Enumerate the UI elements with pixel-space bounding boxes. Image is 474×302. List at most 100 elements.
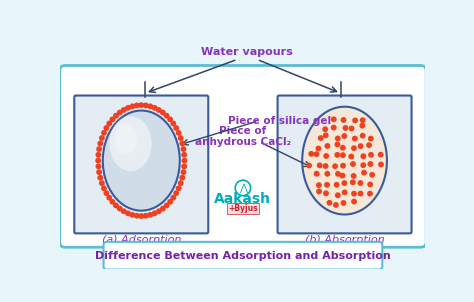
- Circle shape: [367, 161, 374, 167]
- Ellipse shape: [302, 107, 387, 214]
- Circle shape: [332, 163, 338, 169]
- Text: (b) Absorption: (b) Absorption: [305, 235, 384, 245]
- Circle shape: [367, 191, 373, 197]
- Circle shape: [147, 212, 153, 218]
- Circle shape: [182, 158, 187, 163]
- Circle shape: [378, 152, 383, 158]
- FancyBboxPatch shape: [74, 95, 208, 233]
- Circle shape: [178, 180, 183, 186]
- Circle shape: [348, 154, 354, 159]
- Circle shape: [179, 175, 185, 181]
- Circle shape: [357, 180, 364, 186]
- Circle shape: [156, 107, 162, 113]
- Circle shape: [350, 161, 356, 167]
- Circle shape: [316, 188, 322, 194]
- Circle shape: [357, 191, 364, 197]
- Circle shape: [331, 125, 337, 130]
- Ellipse shape: [114, 124, 137, 154]
- Circle shape: [369, 172, 375, 178]
- Circle shape: [335, 136, 341, 141]
- Text: Aakash: Aakash: [214, 192, 272, 207]
- Circle shape: [171, 120, 176, 127]
- Circle shape: [327, 200, 332, 206]
- Circle shape: [343, 125, 348, 131]
- Circle shape: [339, 173, 346, 178]
- Text: Piece of
anhydrous CaCl₂: Piece of anhydrous CaCl₂: [195, 126, 291, 147]
- Circle shape: [121, 107, 127, 113]
- Circle shape: [113, 203, 119, 208]
- Circle shape: [167, 117, 173, 122]
- Circle shape: [173, 190, 179, 196]
- Circle shape: [352, 136, 358, 142]
- Circle shape: [129, 212, 135, 218]
- Circle shape: [106, 120, 112, 127]
- Circle shape: [317, 162, 323, 168]
- Circle shape: [351, 191, 357, 197]
- Circle shape: [366, 142, 372, 148]
- Circle shape: [97, 175, 103, 181]
- Circle shape: [143, 103, 149, 108]
- Circle shape: [134, 103, 140, 108]
- Circle shape: [121, 208, 127, 214]
- Circle shape: [316, 182, 322, 188]
- Circle shape: [350, 179, 356, 185]
- Text: +Byjus: +Byjus: [228, 204, 258, 213]
- Circle shape: [103, 125, 109, 131]
- Circle shape: [181, 146, 186, 152]
- Circle shape: [95, 158, 101, 163]
- Circle shape: [335, 142, 340, 147]
- Circle shape: [160, 110, 166, 115]
- Circle shape: [143, 213, 149, 219]
- Circle shape: [323, 153, 329, 159]
- Circle shape: [95, 163, 101, 169]
- Circle shape: [129, 104, 135, 109]
- Circle shape: [323, 190, 329, 196]
- Circle shape: [334, 152, 340, 158]
- Text: (a) Adsorption: (a) Adsorption: [101, 235, 181, 245]
- Circle shape: [109, 117, 115, 122]
- Text: Piece of silica gel: Piece of silica gel: [228, 116, 331, 126]
- Circle shape: [117, 110, 123, 115]
- Circle shape: [156, 208, 162, 214]
- Circle shape: [101, 185, 107, 191]
- Circle shape: [331, 116, 337, 122]
- FancyBboxPatch shape: [60, 66, 426, 247]
- Circle shape: [99, 180, 105, 186]
- Circle shape: [314, 171, 319, 177]
- Circle shape: [176, 130, 182, 136]
- Ellipse shape: [109, 116, 152, 171]
- Circle shape: [306, 162, 312, 169]
- Circle shape: [361, 170, 367, 175]
- Circle shape: [340, 152, 346, 158]
- Circle shape: [181, 169, 186, 175]
- Text: Water vapours: Water vapours: [201, 47, 292, 57]
- Circle shape: [313, 151, 319, 157]
- Circle shape: [352, 117, 358, 123]
- Circle shape: [117, 206, 123, 211]
- Circle shape: [147, 104, 153, 109]
- Circle shape: [324, 182, 330, 188]
- Circle shape: [341, 133, 347, 139]
- Circle shape: [360, 117, 365, 123]
- FancyBboxPatch shape: [278, 95, 411, 233]
- Circle shape: [323, 132, 328, 138]
- Circle shape: [103, 190, 109, 196]
- Circle shape: [179, 140, 185, 146]
- Circle shape: [333, 202, 339, 208]
- Circle shape: [351, 173, 356, 179]
- Circle shape: [368, 152, 374, 158]
- Circle shape: [358, 143, 364, 149]
- Text: ⋀: ⋀: [239, 183, 247, 193]
- Circle shape: [176, 185, 182, 191]
- Circle shape: [178, 135, 183, 141]
- Circle shape: [164, 113, 170, 119]
- Circle shape: [138, 213, 144, 219]
- Circle shape: [134, 213, 140, 219]
- Circle shape: [181, 163, 187, 169]
- Circle shape: [325, 143, 330, 149]
- Circle shape: [378, 162, 384, 167]
- Circle shape: [334, 182, 339, 188]
- Circle shape: [348, 126, 355, 131]
- Circle shape: [342, 189, 347, 195]
- Circle shape: [341, 200, 346, 206]
